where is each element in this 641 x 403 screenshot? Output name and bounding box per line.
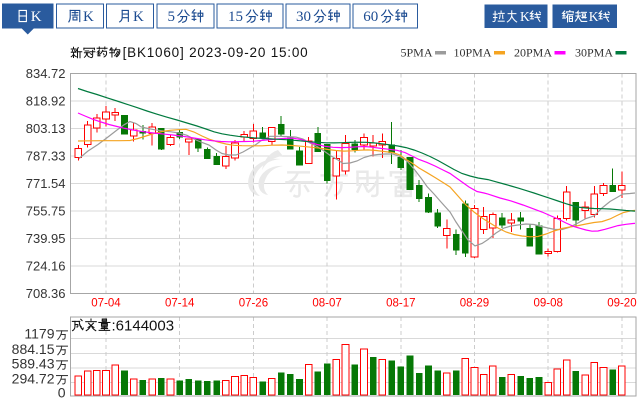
- svg-text:818.92: 818.92: [26, 94, 66, 109]
- svg-text:60: 60: [363, 9, 378, 25]
- svg-text:08-29: 08-29: [460, 298, 489, 310]
- svg-text:30PMA: 30PMA: [575, 46, 613, 60]
- svg-text:07-04: 07-04: [91, 298, 121, 310]
- svg-text:5: 5: [168, 9, 176, 25]
- svg-text:589.43: 589.43: [12, 356, 55, 372]
- svg-text:[BK1060] 2023-09-20 15:00: [BK1060] 2023-09-20 15:00: [123, 45, 309, 60]
- svg-text:07-26: 07-26: [239, 298, 268, 310]
- svg-text::6144003: :6144003: [112, 318, 175, 335]
- svg-text:739.95: 739.95: [26, 231, 66, 246]
- svg-text:1179: 1179: [24, 326, 54, 342]
- svg-text:884.15: 884.15: [12, 341, 55, 357]
- svg-text:07-14: 07-14: [165, 298, 195, 310]
- svg-text:09-20: 09-20: [607, 298, 636, 310]
- svg-text:K: K: [520, 9, 530, 24]
- svg-text:724.16: 724.16: [26, 259, 66, 274]
- svg-text:K: K: [31, 9, 42, 25]
- svg-text:09-08: 09-08: [533, 298, 562, 310]
- svg-text:787.33: 787.33: [26, 149, 66, 164]
- svg-text:10PMA: 10PMA: [453, 46, 491, 60]
- svg-text:15: 15: [228, 9, 243, 25]
- svg-text:08-07: 08-07: [312, 298, 341, 310]
- svg-text:5PMA: 5PMA: [400, 46, 432, 60]
- svg-text:803.13: 803.13: [26, 121, 66, 136]
- svg-text:0: 0: [58, 385, 66, 401]
- svg-text:708.36: 708.36: [26, 286, 66, 301]
- svg-text:755.75: 755.75: [26, 204, 66, 219]
- svg-text:20PMA: 20PMA: [514, 46, 552, 60]
- svg-text:771.54: 771.54: [26, 176, 66, 191]
- svg-text:08-17: 08-17: [386, 298, 415, 310]
- svg-text:K: K: [83, 9, 94, 25]
- svg-text:30: 30: [296, 9, 311, 25]
- svg-text:K: K: [133, 9, 144, 25]
- svg-text:834.72: 834.72: [26, 66, 66, 81]
- svg-text:K: K: [589, 9, 599, 24]
- svg-text:294.72: 294.72: [12, 370, 55, 386]
